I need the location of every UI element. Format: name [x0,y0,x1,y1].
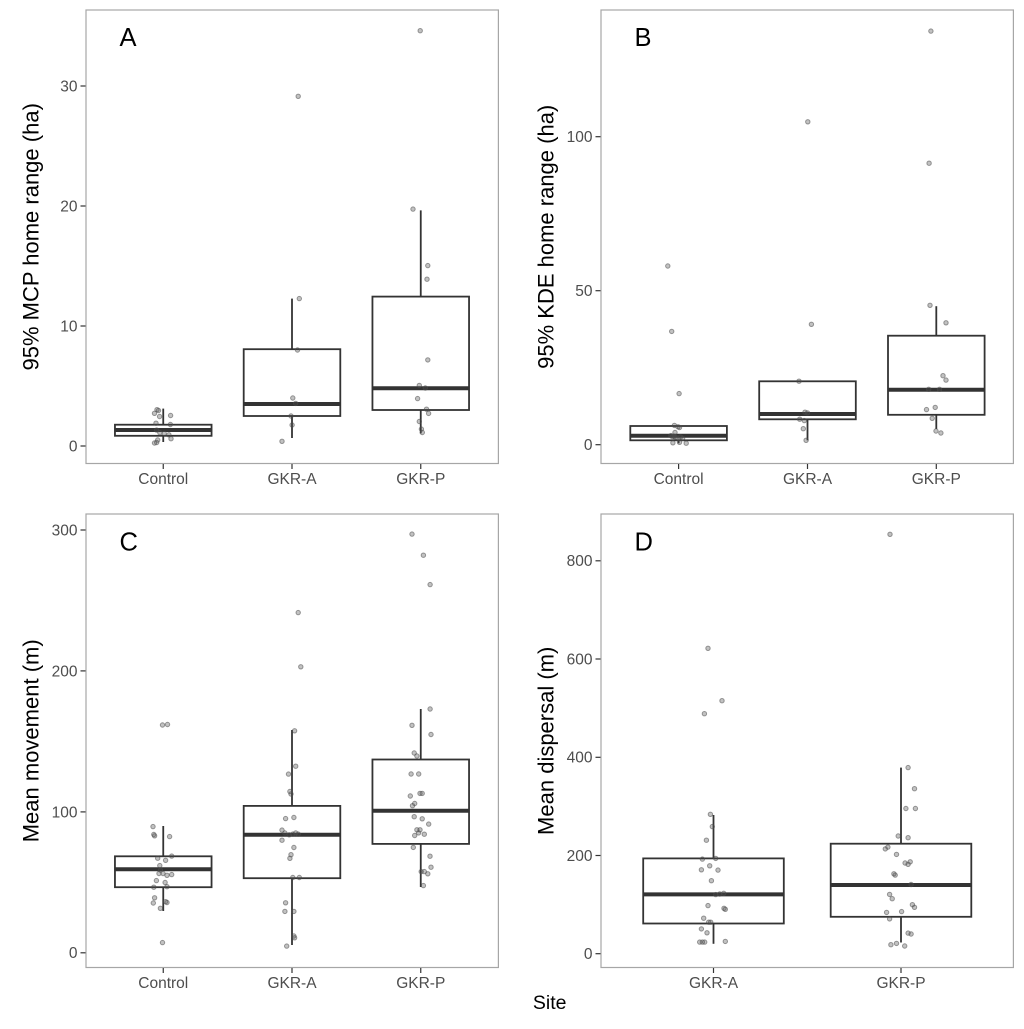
svg-text:0: 0 [69,945,78,962]
svg-text:D: D [635,529,653,557]
svg-text:200: 200 [52,663,78,680]
svg-text:GKR-A: GKR-A [267,975,317,992]
svg-text:10: 10 [60,318,78,335]
svg-text:300: 300 [52,522,78,539]
svg-text:50: 50 [575,283,593,300]
svg-text:GKR-P: GKR-P [396,471,445,488]
svg-text:20: 20 [60,198,78,215]
svg-text:A: A [120,24,137,52]
svg-text:95% MCP home range (ha): 95% MCP home range (ha) [19,103,44,370]
svg-text:Mean dispersal (m): Mean dispersal (m) [534,647,559,835]
svg-text:GKR-A: GKR-A [783,471,833,488]
svg-text:Control: Control [654,471,704,488]
svg-text:Control: Control [138,471,188,488]
svg-text:0: 0 [69,438,78,455]
svg-text:400: 400 [567,750,593,767]
svg-text:Control: Control [138,975,188,992]
svg-text:Mean movement (m): Mean movement (m) [19,639,44,842]
svg-text:600: 600 [567,651,593,668]
svg-text:100: 100 [567,129,593,146]
svg-text:30: 30 [60,78,78,95]
svg-text:Site: Site [533,992,567,1014]
svg-text:0: 0 [584,946,593,963]
svg-text:GKR-A: GKR-A [689,975,739,992]
svg-text:100: 100 [52,804,78,821]
svg-text:B: B [635,24,652,52]
svg-text:0: 0 [584,437,593,454]
svg-text:GKR-P: GKR-P [396,975,445,992]
svg-text:800: 800 [567,553,593,570]
svg-text:GKR-P: GKR-P [912,471,961,488]
svg-text:C: C [120,529,138,557]
svg-text:GKR-P: GKR-P [876,975,925,992]
svg-text:95% KDE home range (ha): 95% KDE home range (ha) [534,105,559,369]
svg-text:GKR-A: GKR-A [267,471,317,488]
svg-text:200: 200 [567,848,593,865]
